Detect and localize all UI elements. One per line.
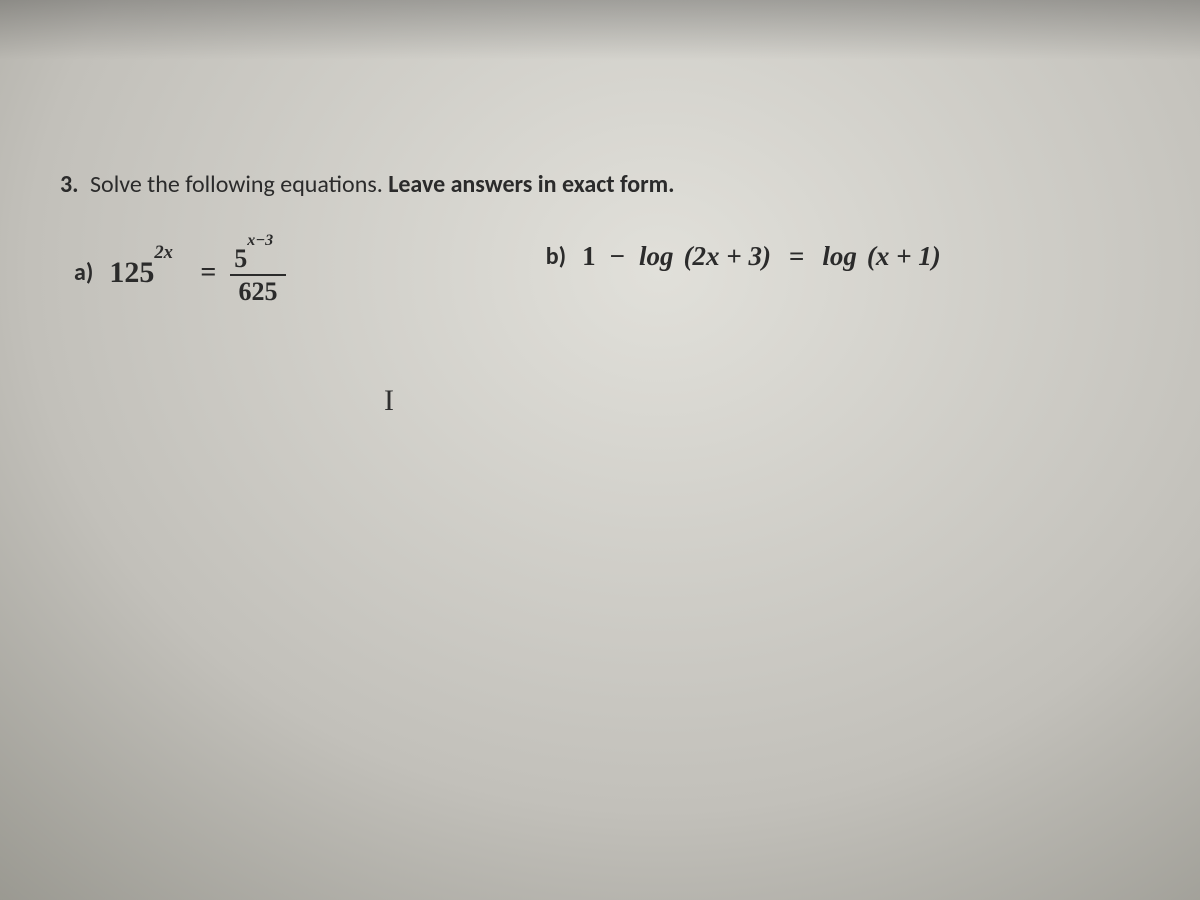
worksheet-page: 3. Solve the following equations. Leave … [0, 0, 1200, 900]
problem-a-lhs: 125 2x [109, 258, 154, 288]
problem-a-equation: 125 2x = 5 x−3 625 [109, 243, 285, 304]
question-prompt: 3. Solve the following equations. Leave … [60, 170, 1140, 199]
problem-a-rhs-den: 625 [235, 276, 282, 305]
text-cursor-icon: I [384, 384, 394, 418]
question-text-bold: Leave answers in exact form. [388, 170, 674, 199]
problem-a-label: a) [74, 261, 93, 285]
problems-row: a) 125 2x = 5 x−3 6 [60, 243, 1140, 304]
problem-a-equals: = [200, 259, 216, 287]
problem-b-log2: log [822, 243, 857, 270]
problem-a: a) 125 2x = 5 x−3 6 [74, 243, 286, 304]
problem-a-rhs-fraction: 5 x−3 625 [230, 245, 286, 306]
problem-b-one: 1 [582, 243, 596, 270]
problem-b-equation: 1 − log (2x + 3) = log (x + 1) [582, 243, 941, 270]
problem-b-arg1: (2x + 3) [684, 243, 771, 270]
problem-b-equals: = [789, 243, 804, 270]
problem-b-minus: − [610, 243, 625, 270]
problem-b-log1: log [639, 243, 674, 270]
problem-a-rhs-num-base-wrap: 5 x−3 [234, 245, 247, 272]
problem-a-lhs-base: 125 [109, 256, 154, 289]
problem-a-rhs-num-base: 5 [234, 244, 247, 273]
problem-a-rhs-num-exp: x−3 [247, 233, 273, 250]
problem-b-label: b) [546, 245, 566, 269]
problem-b-arg2: (x + 1) [867, 243, 941, 270]
problem-a-rhs-num: 5 x−3 [230, 245, 286, 274]
problem-a-lhs-exp: 2x [154, 244, 173, 263]
question-text-plain: Solve the following equations. [90, 170, 383, 199]
problem-b: b) 1 − log (2x + 3) = log (x + 1) [546, 243, 941, 270]
question-number: 3. [60, 170, 79, 199]
